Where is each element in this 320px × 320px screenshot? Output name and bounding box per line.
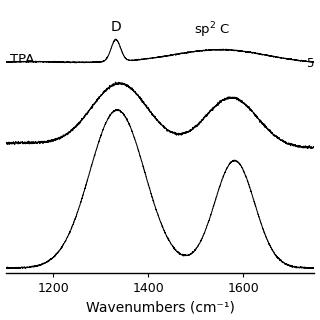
Text: sp$^2$ C: sp$^2$ C	[194, 21, 230, 40]
Text: D: D	[110, 20, 121, 34]
X-axis label: Wavenumbers (cm⁻¹): Wavenumbers (cm⁻¹)	[85, 300, 235, 315]
Text: TPA: TPA	[10, 53, 35, 66]
Text: 5: 5	[306, 57, 314, 70]
